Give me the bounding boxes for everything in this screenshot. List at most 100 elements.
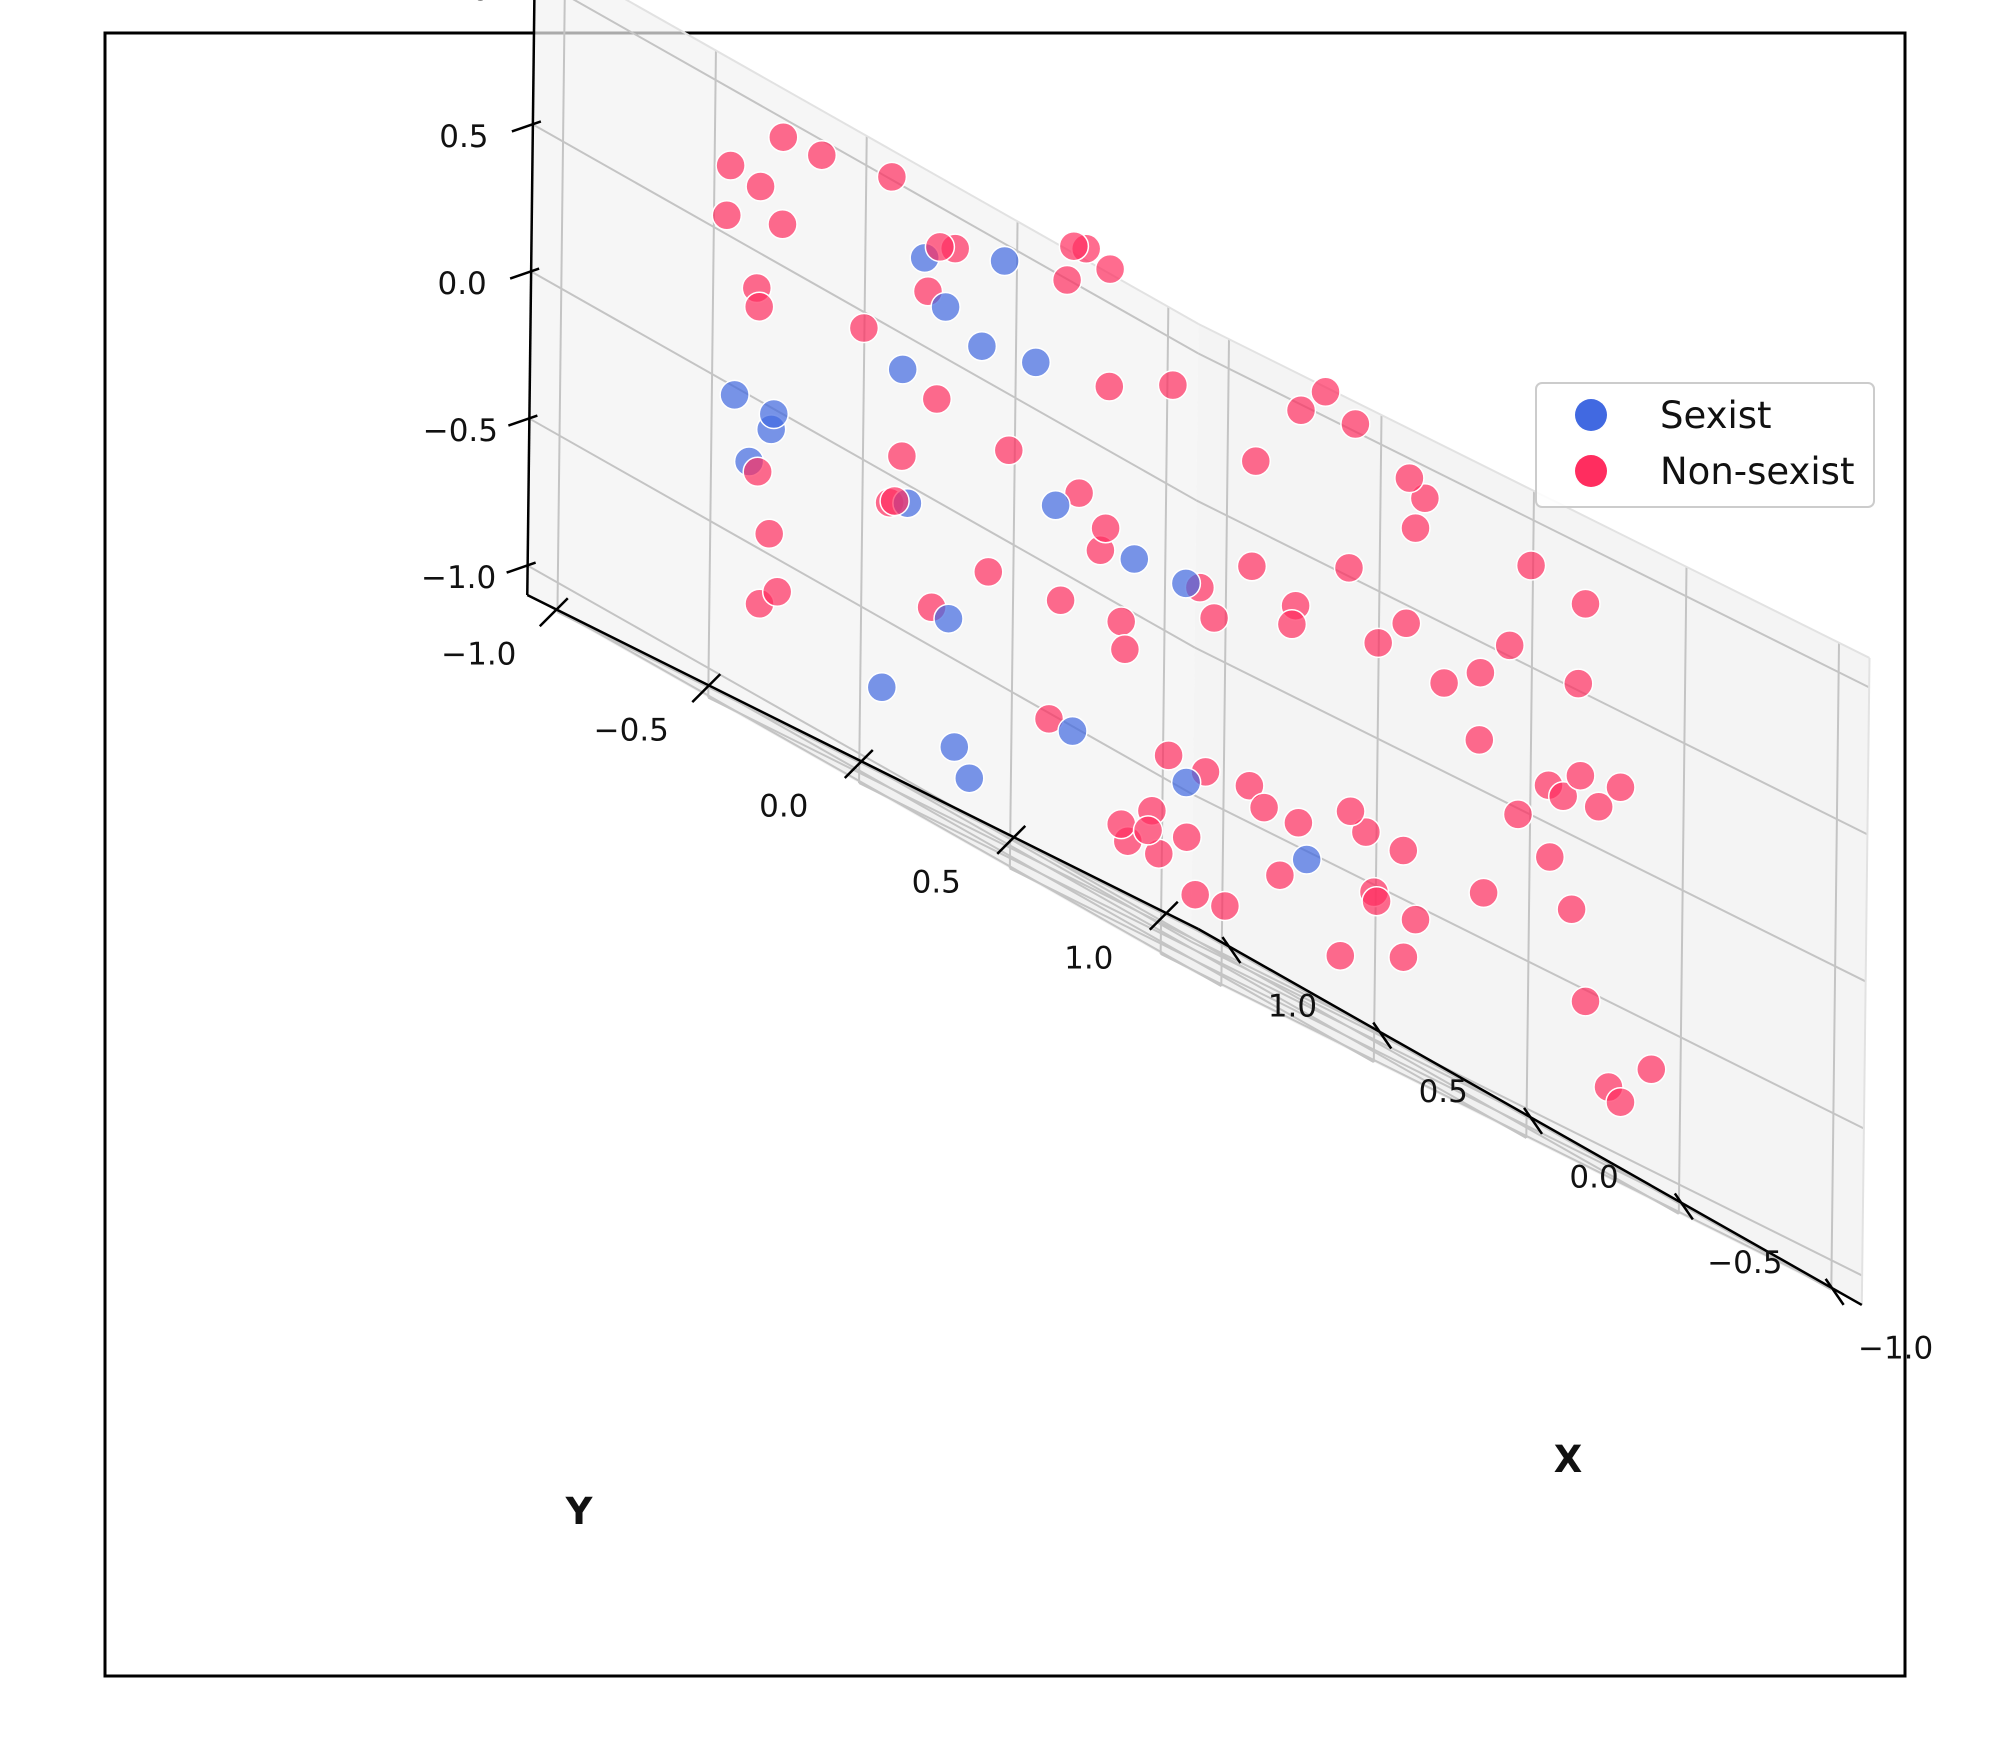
data-point-non-sexist [1234,770,1265,801]
data-point-non-sexist [924,231,956,263]
data-point-non-sexist [1240,445,1272,477]
data-point-non-sexist [1153,740,1184,771]
data-point-non-sexist [886,440,918,472]
data-point-non-sexist [1636,1054,1667,1085]
grid-line-y-floor [862,761,1527,1139]
data-point-non-sexist [879,485,910,517]
data-point-non-sexist [1362,627,1394,659]
data-point-non-sexist [742,456,773,488]
legend: Sexist Non-sexist [1535,382,1875,508]
grid-line-z-wall-x [530,270,1196,649]
y-tick-label: −1.0 [441,637,516,673]
data-point-sexist [758,398,790,430]
data-point-non-sexist [1605,772,1636,803]
data-point-non-sexist [1465,657,1496,688]
data-point-non-sexist [768,121,799,153]
data-point-non-sexist [753,518,785,550]
data-point-non-sexist [1109,634,1141,665]
grid-line-x-wall [556,0,566,613]
data-point-non-sexist [1276,609,1308,640]
data-point-non-sexist [1400,904,1431,935]
x-tick-label: 0.5 [1419,1074,1468,1110]
legend-marker-sexist [1575,399,1607,431]
z-tick-label: −1.0 [421,560,496,596]
data-point-non-sexist [1285,395,1317,426]
grid-line-z-wall-x [572,0,1199,355]
data-point-non-sexist [1333,552,1365,584]
pane-edge [1860,657,1871,1305]
y-tick-label: −0.5 [594,713,669,749]
data-point-non-sexist [1394,462,1425,494]
z-tick [509,267,540,280]
data-point-non-sexist [1094,371,1125,402]
data-point-non-sexist [715,150,746,181]
grid-line-y-floor [1014,837,1680,1215]
y-tick [538,597,569,628]
z-tick-label: 0.0 [437,266,486,302]
data-point-non-sexist [1058,230,1090,262]
data-point-non-sexist [743,291,775,322]
x-tick [1372,1021,1393,1050]
data-point-non-sexist [1502,799,1534,830]
x-tick [1221,936,1242,964]
x-tick-label: −1.0 [1858,1330,1933,1366]
y-tick-label: 1.0 [1064,940,1113,976]
data-point-sexist [939,731,970,763]
data-point-non-sexist [1464,724,1495,756]
data-point-non-sexist [993,435,1025,466]
legend-label-non-sexist: Non-sexist [1660,450,1854,493]
data-point-sexist [866,672,898,703]
data-point-non-sexist [1171,821,1202,853]
data-point-non-sexist [1390,608,1422,639]
data-point-non-sexist [1583,791,1614,823]
legend-marker-non-sexist [1575,455,1607,487]
x-tick [1673,1192,1694,1221]
x-axis-label: X [1554,1438,1583,1481]
tick-marks [506,120,1845,1306]
data-point-non-sexist [848,312,880,344]
data-point-non-sexist [921,383,953,415]
grid-line-x-floor [556,611,1229,947]
x-tick-label: −0.5 [1707,1245,1782,1281]
data-point-non-sexist [1179,879,1211,910]
data-point-non-sexist [1428,667,1460,699]
grid-line-z-wall-x [532,123,1197,502]
y-tick [843,749,874,779]
data-point-non-sexist [1045,585,1076,616]
z-tick [506,561,537,574]
grid-line-y-wall [1830,642,1840,1290]
data-point-non-sexist [1534,841,1566,873]
data-point-non-sexist [1132,815,1164,846]
grid-line-x-wall [707,50,717,698]
data-point-non-sexist [1409,483,1441,514]
x-tick-label: 1.0 [1268,989,1317,1025]
data-point-sexist [1057,715,1088,747]
data-point-non-sexist [1468,877,1499,909]
data-point-non-sexist [1094,253,1126,285]
data-point-non-sexist [1236,551,1268,582]
y-axis-label: Y [565,1490,594,1533]
data-point-non-sexist [1556,894,1587,925]
y-tick-label: 0.0 [759,789,808,825]
z-tick-label: 1.0 [441,0,490,8]
y-tick-label: 0.5 [912,864,961,900]
data-point-sexist [1170,767,1202,798]
data-point-sexist [1291,844,1322,875]
data-point-non-sexist [1565,760,1596,791]
data-point-non-sexist [1157,369,1189,401]
data-point-sexist [966,330,998,362]
data-point-sexist [954,762,985,794]
z-tick [507,414,538,427]
data-point-non-sexist [1494,630,1525,661]
data-point-sexist [1119,543,1150,575]
data-point-non-sexist [1400,512,1431,544]
y-tick [691,673,722,703]
data-point-non-sexist [1105,606,1137,637]
data-point-non-sexist [876,161,908,193]
data-point-non-sexist [1350,816,1382,848]
data-point-sexist [719,379,750,411]
legend-label-sexist: Sexist [1660,394,1772,437]
x-tick [1523,1107,1544,1135]
data-point-sexist [1170,568,1202,599]
y-axis-line [526,593,1199,931]
